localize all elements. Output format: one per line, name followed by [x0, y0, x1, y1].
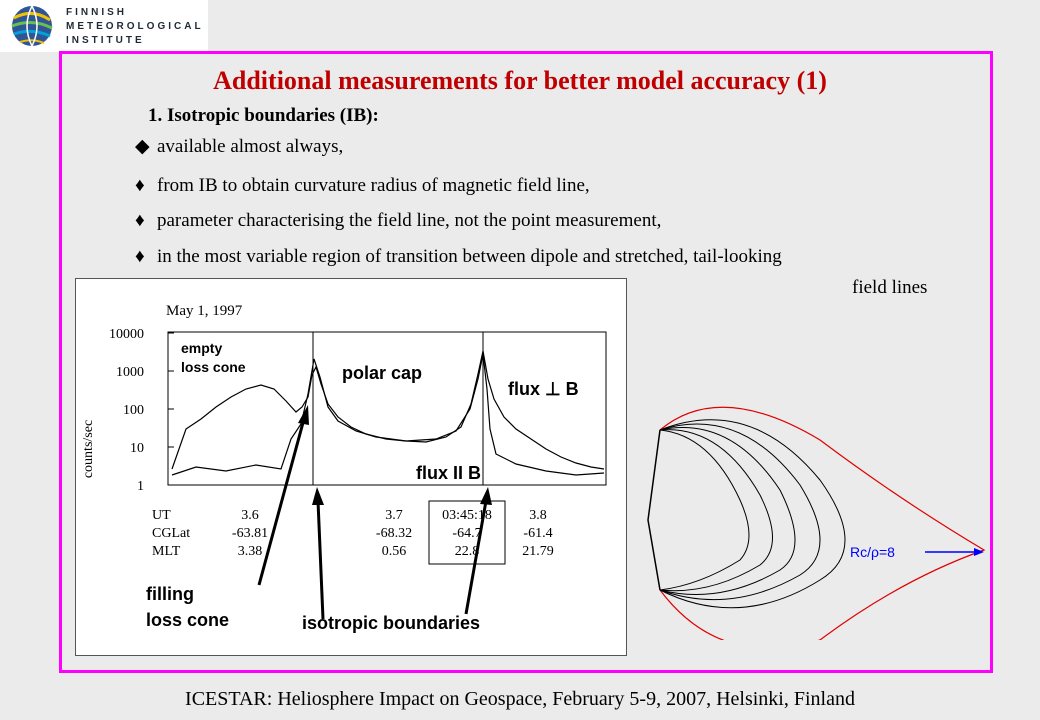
- logo-line-2: METEOROLOGICAL: [66, 21, 204, 32]
- bullet-item: ♦ in the most variable region of transiti…: [135, 246, 782, 268]
- arrowhead-icon: [480, 487, 492, 505]
- diamond-icon: ♦: [135, 175, 145, 196]
- slide-title: Additional measurements for better model…: [213, 66, 827, 95]
- bullet-text: available almost always,: [157, 136, 344, 157]
- bullet-continuation: field lines: [852, 277, 928, 298]
- y-ticks: [168, 332, 174, 448]
- table-cell: 3.6: [241, 508, 259, 523]
- earth-boundary: [647, 429, 661, 591]
- field-line: [659, 427, 796, 595]
- bullet-text: from IB to obtain curvature radius of ma…: [157, 175, 590, 196]
- bullet-text: in the most variable region of transitio…: [157, 246, 782, 267]
- bullet-item: ◆ available almost always,: [135, 135, 343, 158]
- table-cell: 3.8: [529, 508, 547, 523]
- table-cell: 0.56: [382, 544, 407, 559]
- field-line-svg: Rc/ρ=8: [647, 406, 986, 649]
- diamond-icon: ♦: [135, 246, 145, 267]
- table-cell: 03:45:18: [442, 508, 492, 523]
- field-line: [659, 419, 846, 609]
- table-cell: -64.7: [452, 526, 481, 541]
- arrow-isotropic-right: [464, 500, 488, 615]
- label-filling-loss-cone: filling loss cone: [146, 581, 229, 633]
- label-isotropic-boundaries: isotropic boundaries: [302, 613, 481, 633]
- globe-logo-icon: [11, 5, 53, 47]
- arrowhead-icon: [312, 487, 324, 505]
- arrowhead-icon: [974, 548, 984, 556]
- y-tick-label: 1000: [116, 365, 144, 380]
- diamond-icon: ♦: [135, 210, 145, 231]
- section-heading: 1. Isotropic boundaries (IB):: [148, 105, 379, 126]
- ephemeris-table: UT CGLat MLT 3.6 -63.81 3.38 3.7 -68.32 …: [152, 508, 554, 559]
- highlight-box: [428, 500, 506, 565]
- table-row-label: CGLat: [152, 526, 190, 541]
- fmi-logo: FINNISH METEOROLOGICAL INSTITUTE: [0, 0, 208, 52]
- label-flux-perp: flux ⊥ B: [508, 379, 579, 399]
- flux-par-trace: [171, 353, 605, 476]
- y-axis-label: counts/sec: [81, 420, 96, 478]
- bullet-text: parameter characterising the field line,…: [157, 210, 662, 231]
- table-cell: -61.4: [523, 526, 552, 541]
- label-line: loss cone: [146, 610, 230, 630]
- field-line: [659, 429, 773, 592]
- table-cell: -68.32: [376, 526, 412, 541]
- table-cell: 21.79: [522, 544, 554, 559]
- bullet-item: ♦ from IB to obtain curvature radius of m…: [135, 175, 590, 197]
- table-cell: 22.8: [455, 544, 480, 559]
- y-tick-label: 100: [123, 403, 144, 418]
- particle-flux-plot: May 1, 1997 counts/sec 10000 1000 100 10…: [75, 278, 627, 656]
- field-line-diagram: Rc/ρ=8: [640, 400, 986, 649]
- table-row-label: UT: [152, 508, 171, 523]
- plot-date: May 1, 1997: [166, 303, 243, 319]
- arrowhead-icon: [298, 405, 309, 425]
- diamond-icon: ◆: [135, 136, 150, 157]
- logo-line-1: FINNISH: [66, 7, 127, 18]
- arrow-filling-loss-cone: [257, 418, 306, 586]
- label-line: empty: [181, 340, 223, 356]
- table-row-label: MLT: [152, 544, 181, 559]
- outer-field-line: [659, 406, 986, 649]
- label-polar-cap: polar cap: [342, 363, 423, 383]
- arrow-isotropic-left: [316, 500, 325, 620]
- flux-plot-svg: May 1, 1997 counts/sec 10000 1000 100 10…: [81, 303, 607, 620]
- logo-line-3: INSTITUTE: [66, 35, 145, 46]
- table-cell: 3.7: [385, 508, 403, 523]
- label-flux-par: flux II B: [416, 463, 482, 483]
- rc-label: Rc/ρ=8: [850, 544, 895, 560]
- bullet-item: ♦ parameter characterising the field line…: [135, 210, 661, 232]
- logo-text: FINNISH METEOROLOGICAL INSTITUTE: [66, 6, 204, 48]
- label-empty-loss-cone: empty loss cone: [181, 339, 246, 377]
- table-cell: 3.38: [238, 544, 263, 559]
- table-cell: -63.81: [232, 526, 268, 541]
- slide-frame: [59, 51, 993, 673]
- label-line: filling: [146, 584, 194, 604]
- field-line: [659, 429, 750, 591]
- y-tick-label: 10000: [109, 327, 144, 342]
- y-tick-label: 1: [137, 479, 144, 494]
- field-line: [659, 423, 821, 601]
- footer-text: ICESTAR: Heliosphere Impact on Geospace,…: [185, 688, 855, 710]
- y-tick-label: 10: [130, 441, 144, 456]
- label-line: loss cone: [181, 359, 246, 375]
